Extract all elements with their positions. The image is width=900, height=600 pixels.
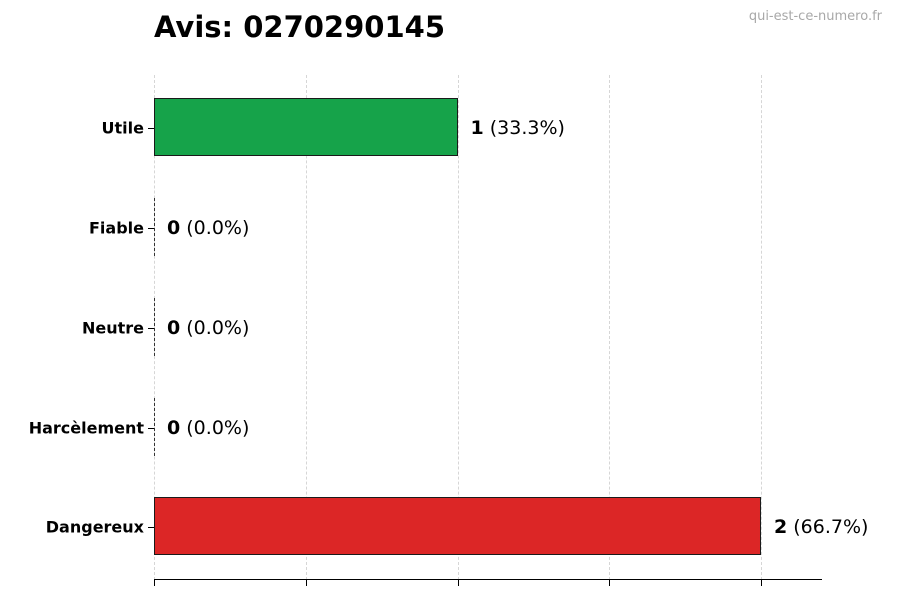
y-label: Neutre xyxy=(81,318,144,338)
bar-neutre xyxy=(154,298,155,356)
value-count: 2 xyxy=(774,516,788,538)
value-count: 0 xyxy=(167,417,181,439)
value-percent: (0.0%) xyxy=(180,317,250,339)
bar-fiable xyxy=(154,198,155,256)
y-tick xyxy=(148,228,154,230)
value-percent: (33.3%) xyxy=(483,117,565,139)
chart-title: Avis: 0270290145 xyxy=(154,10,445,44)
value-count: 0 xyxy=(167,217,181,239)
value-label: 0 (0.0%) xyxy=(167,417,249,439)
bar-utile xyxy=(154,98,458,156)
value-percent: (66.7%) xyxy=(787,516,869,538)
y-tick xyxy=(148,428,154,430)
y-label: Harcèlement xyxy=(28,418,144,438)
value-percent: (0.0%) xyxy=(180,217,250,239)
x-tick xyxy=(608,580,610,586)
x-gridline xyxy=(761,75,762,580)
y-tick xyxy=(148,328,154,330)
value-percent: (0.0%) xyxy=(180,417,250,439)
value-label: 2 (66.7%) xyxy=(774,516,868,538)
value-label: 0 (0.0%) xyxy=(167,317,249,339)
x-tick xyxy=(457,580,459,586)
value-count: 1 xyxy=(470,117,484,139)
bar-harcèlement xyxy=(154,398,155,456)
x-tick xyxy=(153,580,155,586)
y-label: Utile xyxy=(101,118,144,138)
x-gridline xyxy=(306,75,307,580)
y-tick xyxy=(148,128,154,130)
value-label: 0 (0.0%) xyxy=(167,217,249,239)
bar-dangereux xyxy=(154,497,761,555)
value-label: 1 (33.3%) xyxy=(471,117,565,139)
x-axis-line xyxy=(154,579,822,580)
watermark: qui-est-ce-numero.fr xyxy=(748,9,882,24)
x-gridline xyxy=(458,75,459,580)
x-tick xyxy=(305,580,307,586)
y-tick xyxy=(148,527,154,529)
x-gridline xyxy=(609,75,610,580)
y-label: Dangereux xyxy=(45,517,144,537)
x-tick xyxy=(760,580,762,586)
value-count: 0 xyxy=(167,317,181,339)
y-label: Fiable xyxy=(89,218,144,238)
